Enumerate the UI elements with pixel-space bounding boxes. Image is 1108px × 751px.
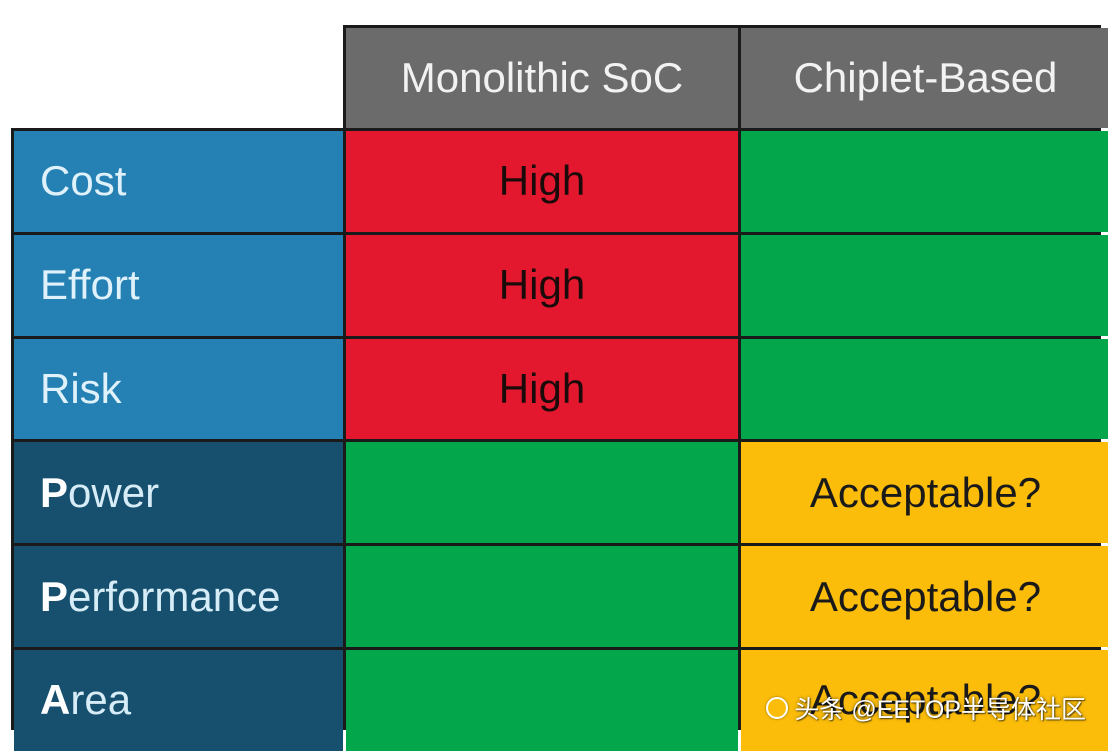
watermark: 头条 @EETOP半导体社区 [766, 690, 1086, 726]
cell-risk-monolithic: High [346, 338, 738, 440]
row-label-effort: Effort [14, 234, 343, 336]
row-label-risk: Risk [14, 338, 343, 440]
column-header-monolithic: Monolithic SoC [346, 28, 738, 128]
cell-cost-monolithic: High [346, 131, 738, 232]
watermark-text: 头条 @EETOP半导体社区 [794, 696, 1086, 724]
row-label-rest: ower [68, 468, 160, 516]
row-label-lead: A [40, 676, 71, 724]
cell-power-monolithic [346, 442, 738, 544]
watermark-logo-icon [766, 697, 789, 719]
cell-effort-monolithic: High [346, 234, 738, 336]
cell-area-chiplet: Acceptable? [741, 649, 1108, 751]
cell-effort-chiplet [741, 234, 1108, 336]
cell-power-chiplet: Acceptable? [741, 442, 1108, 544]
row-label-rest: Cost [40, 157, 127, 205]
row-label-lead: P [40, 572, 69, 620]
row-label-rest: erformance [68, 572, 281, 620]
cell-cost-chiplet [741, 131, 1108, 232]
row-label-rest: rea [70, 676, 132, 724]
cell-risk-chiplet [741, 338, 1108, 440]
column-header-chiplet: Chiplet-Based [741, 28, 1108, 128]
row-label-rest: Risk [40, 364, 122, 412]
cell-performance-chiplet: Acceptable? [741, 546, 1108, 647]
row-label-lead: P [40, 468, 69, 516]
row-label-cost: Cost [14, 131, 343, 232]
row-label-rest: Effort [40, 261, 140, 309]
cell-area-monolithic [346, 649, 738, 751]
comparison-table: Monolithic SoC Chiplet-Based Cost High E… [11, 25, 1108, 751]
cell-performance-monolithic [346, 546, 738, 647]
table-corner [11, 25, 343, 128]
